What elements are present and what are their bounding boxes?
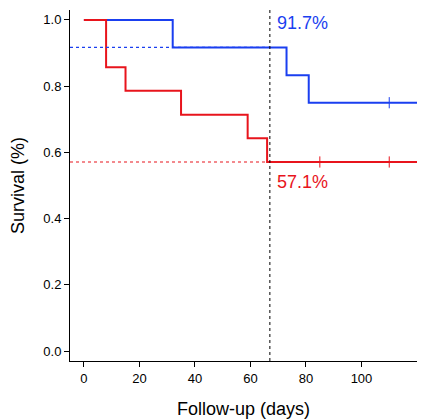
svg-text:0.8: 0.8 [43,79,61,94]
svg-text:0.4: 0.4 [43,211,61,226]
svg-text:1.0: 1.0 [43,12,61,27]
svg-text:0.6: 0.6 [43,145,61,160]
svg-text:Survival (%): Survival (%) [8,137,28,234]
svg-text:Follow-up (days): Follow-up (days) [177,399,310,419]
svg-text:40: 40 [188,371,202,386]
svg-text:91.7%: 91.7% [277,13,328,33]
svg-text:57.1%: 57.1% [277,172,328,192]
svg-text:60: 60 [243,371,257,386]
svg-text:80: 80 [299,371,313,386]
svg-text:0: 0 [80,371,87,386]
svg-text:0.0: 0.0 [43,344,61,359]
svg-text:100: 100 [351,371,373,386]
svg-text:0.2: 0.2 [43,277,61,292]
svg-text:20: 20 [132,371,146,386]
